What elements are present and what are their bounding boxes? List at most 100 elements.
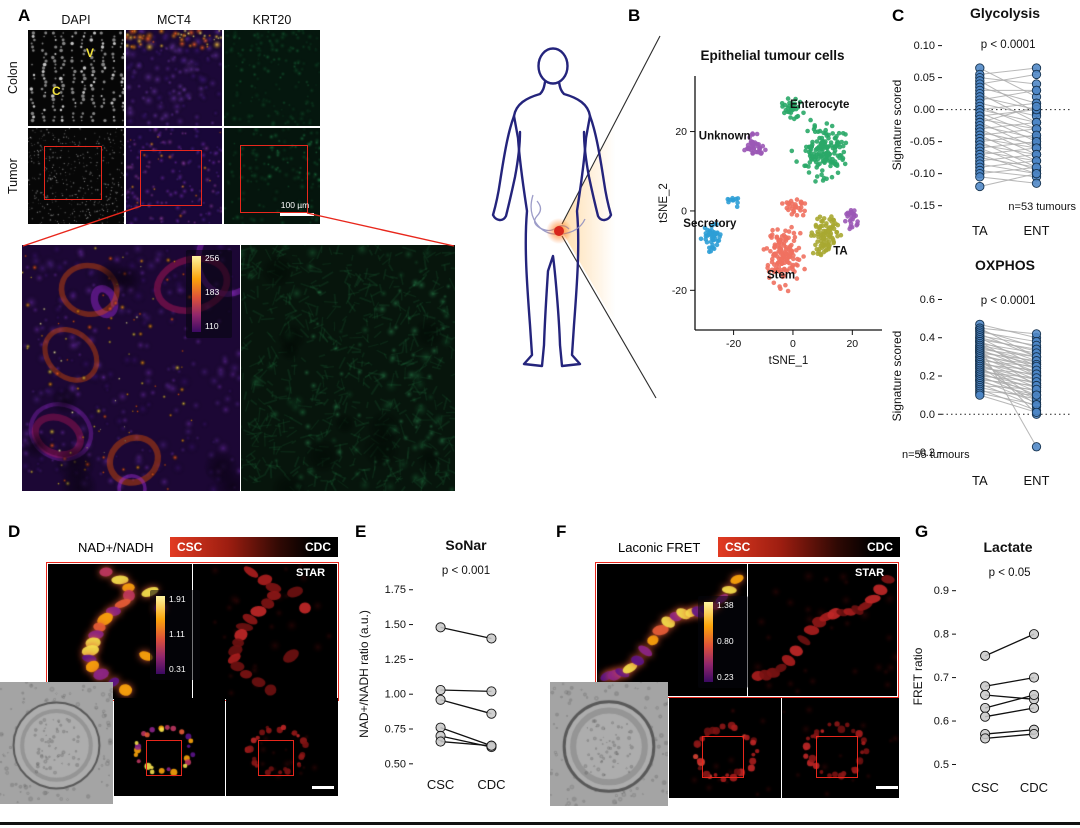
svg-text:-0.2: -0.2 xyxy=(916,447,935,459)
ratio-colorbar: 1.91 1.11 0.31 xyxy=(150,590,200,680)
mct4-colon-image xyxy=(126,30,222,126)
svg-text:0.7: 0.7 xyxy=(934,672,949,684)
svg-text:-0.15: -0.15 xyxy=(910,200,935,212)
svg-text:0.00: 0.00 xyxy=(914,104,935,116)
svg-text:Lactate: Lactate xyxy=(983,539,1032,555)
colorbar-tick-max: 256 xyxy=(205,253,220,263)
glycolysis-chart: Glycolysis p < 0.0001 0.10 0.05 0.00 -0.05 -0.… xyxy=(890,5,1076,238)
star-label: STAR xyxy=(855,567,885,579)
svg-text:tSNE_2: tSNE_2 xyxy=(658,183,670,223)
sonar-chart: SoNar p < 0.001 1.75 1.50 1.25 1.00 0.75 0.50 CS… xyxy=(357,537,506,792)
panel-g-label: G xyxy=(915,522,929,541)
scale-bar xyxy=(876,786,898,789)
panel-a: A DAPI MCT4 KRT20 Colon Tumor V C 100 µm… xyxy=(0,0,470,510)
svg-text:0.6: 0.6 xyxy=(934,716,949,728)
svg-text:TA: TA xyxy=(972,223,988,238)
svg-text:tSNE_1: tSNE_1 xyxy=(769,355,809,367)
svg-text:-0.10: -0.10 xyxy=(910,168,935,180)
human-body-figure xyxy=(491,47,613,368)
colorbar-tick-min: 0.23 xyxy=(717,672,734,682)
svg-text:20: 20 xyxy=(846,338,858,350)
svg-text:p < 0.001: p < 0.001 xyxy=(442,565,490,577)
svg-text:Stem: Stem xyxy=(767,269,795,281)
column-header-dapi: DAPI xyxy=(61,13,91,27)
colorbar-tick-max: 1.38 xyxy=(717,600,734,610)
colorbar-gradient xyxy=(192,256,201,332)
lactate-chart: Lactate p < 0.05 0.9 0.8 0.7 0.6 0.5 CSC CDC FRET… xyxy=(911,539,1048,795)
scale-bar xyxy=(280,213,314,216)
panel-d-label: D xyxy=(8,522,21,541)
colorbar-tick-mid: 1.11 xyxy=(169,629,185,639)
colorbar-tick-mid: 183 xyxy=(205,287,220,297)
svg-text:p < 0.05: p < 0.05 xyxy=(989,567,1031,579)
svg-text:n=53 tumours: n=53 tumours xyxy=(1008,201,1076,213)
svg-text:ENT: ENT xyxy=(1024,473,1050,488)
organoid-zoom-box xyxy=(595,562,899,698)
svg-text:SoNar: SoNar xyxy=(445,537,487,553)
krt20-zoom-image xyxy=(241,245,455,491)
intensity-colorbar: 256 183 110 xyxy=(186,250,232,338)
panel-b: B xyxy=(470,0,890,415)
row-label-tumor: Tumor xyxy=(6,158,20,194)
brightfield-organoid-image xyxy=(0,682,113,804)
svg-text:NAD+/NADH ratio (a.u.): NAD+/NADH ratio (a.u.) xyxy=(357,610,371,738)
svg-text:Signature scored: Signature scored xyxy=(890,80,904,171)
svg-text:0: 0 xyxy=(790,338,796,350)
svg-text:0.50: 0.50 xyxy=(385,758,406,770)
cdc-label: CDC xyxy=(305,540,331,554)
colorbar-tick-min: 110 xyxy=(205,321,219,331)
dapi-tumor-image xyxy=(28,128,124,224)
cdc-label: CDC xyxy=(867,540,893,554)
svg-text:1.75: 1.75 xyxy=(385,584,406,596)
svg-text:0.5: 0.5 xyxy=(934,759,949,771)
svg-text:1.00: 1.00 xyxy=(385,689,406,701)
svg-text:Unknown: Unknown xyxy=(699,131,751,143)
panel-g: G Lactate p < 0.05 0.9 0.8 0.7 0.6 0.5 CSC CDC FR… xyxy=(905,518,1080,818)
probe-label-nadh: NAD+/NADH xyxy=(78,540,154,555)
csc-cdc-gradient-bar: CSC CDC xyxy=(170,537,338,557)
row-label-colon: Colon xyxy=(6,61,20,95)
star-channel-image xyxy=(748,564,897,696)
bottom-rule xyxy=(0,822,1080,825)
panel-b-label: B xyxy=(628,6,641,25)
svg-text:1.50: 1.50 xyxy=(385,619,406,631)
svg-text:ENT: ENT xyxy=(1024,223,1050,238)
svg-text:0.4: 0.4 xyxy=(920,332,935,344)
panel-d: D NAD+/NADH CSC CDC STAR 1.91 1.11 0.31 xyxy=(0,518,345,818)
mct4-tumor-image xyxy=(126,128,222,224)
dapi-colon-image xyxy=(28,30,124,126)
svg-text:CDC: CDC xyxy=(477,777,505,792)
svg-text:0.6: 0.6 xyxy=(920,294,935,306)
svg-text:CDC: CDC xyxy=(1020,780,1048,795)
svg-text:0.75: 0.75 xyxy=(385,724,406,736)
svg-text:0.8: 0.8 xyxy=(934,629,949,641)
colorbar-tick-min: 0.31 xyxy=(169,664,186,674)
svg-text:FRET ratio: FRET ratio xyxy=(911,647,925,705)
csc-label: CSC xyxy=(725,540,751,554)
column-header-krt20: KRT20 xyxy=(252,13,292,27)
panel-c: C Glycolysis p < 0.0001 0.10 0.05 0.00 -0.05 -… xyxy=(890,0,1080,510)
svg-text:-20: -20 xyxy=(672,285,687,297)
svg-text:CSC: CSC xyxy=(971,780,998,795)
scale-bar-label: 100 µm xyxy=(280,200,310,210)
colorbar-tick-mid: 0.80 xyxy=(717,636,734,646)
organoid-overview-star xyxy=(226,698,338,796)
panel-e: E SoNar p < 0.001 1.75 1.50 1.25 1.00 0.75 0.50… xyxy=(345,518,550,818)
svg-text:n=55 tumours: n=55 tumours xyxy=(902,449,970,461)
probe-label-laconic: Laconic FRET xyxy=(618,540,701,555)
panel-e-label: E xyxy=(355,522,367,541)
svg-text:0.10: 0.10 xyxy=(914,40,935,52)
krt20-colon-image xyxy=(224,30,320,126)
svg-text:TA: TA xyxy=(833,246,847,258)
svg-text:0.9: 0.9 xyxy=(934,585,949,597)
svg-text:0.0: 0.0 xyxy=(920,409,935,421)
svg-text:0.05: 0.05 xyxy=(914,72,935,84)
svg-text:0.2: 0.2 xyxy=(920,371,935,383)
svg-text:0: 0 xyxy=(681,205,687,217)
column-header-mct4: MCT4 xyxy=(156,13,192,27)
colorbar-gradient xyxy=(156,596,165,674)
organoid-overview-ratio xyxy=(114,698,225,796)
organoid-overview-ratio xyxy=(669,698,781,798)
tumour-dot xyxy=(554,226,564,236)
